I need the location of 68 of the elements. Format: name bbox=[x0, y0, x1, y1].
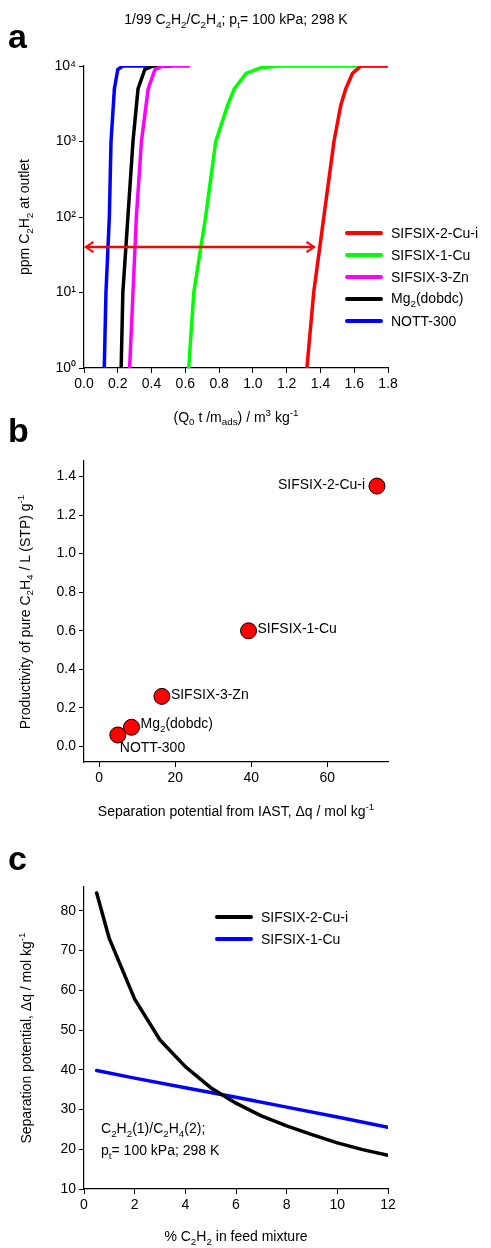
x-tick-label: 2 bbox=[130, 1196, 139, 1213]
x-axis-title: Separation potential from IAST, Δq / mol kg$^{-1}$ bbox=[97, 801, 375, 820]
x-tick-label: 1.8 bbox=[378, 375, 398, 392]
annotation: NOTT-300 bbox=[119, 738, 186, 756]
legend-label: SIFSIX-2-Cu-i bbox=[391, 225, 479, 241]
y-tick-label: 1.2 bbox=[56, 505, 77, 522]
x-tick-label: 0.4 bbox=[141, 375, 162, 392]
annotation: SIFSIX-1-Cu bbox=[257, 620, 337, 637]
y-tick-label: 10² bbox=[55, 207, 77, 224]
chart-title: b bbox=[8, 411, 29, 450]
x-tick-label: 12 bbox=[380, 1196, 396, 1213]
annotation: Mg$_{2}$(dobdc) bbox=[140, 714, 213, 735]
y-tick-label: 60 bbox=[60, 981, 77, 998]
point bbox=[368, 477, 386, 495]
x-tick-label: 0 bbox=[95, 769, 104, 786]
y-tick-label: 30 bbox=[60, 1100, 77, 1117]
x-tick-label: 1.0 bbox=[243, 375, 263, 392]
legend-label: Mg$_{2}$(dobdc) bbox=[391, 289, 464, 309]
point bbox=[240, 622, 258, 640]
point bbox=[153, 687, 171, 705]
x-tick-label: 0.0 bbox=[74, 375, 94, 392]
x-tick-label: 0.2 bbox=[108, 375, 128, 392]
x-tick-label: 6 bbox=[232, 1196, 241, 1213]
x-tick-label: 0.6 bbox=[175, 375, 196, 392]
x-axis-title: (Q$_{0}$ t /m$_{ads}$) / m$^{3}$ kg$^{-1}$ bbox=[173, 407, 299, 429]
x-tick-label: 1.6 bbox=[344, 375, 365, 392]
annotation: p$_{t}$= 100 kPa; 298 K bbox=[101, 1142, 220, 1162]
x-tick-label: 1.2 bbox=[276, 375, 297, 392]
point bbox=[123, 718, 140, 736]
y-tick-label: 40 bbox=[60, 1060, 77, 1077]
chart-title: a bbox=[8, 17, 27, 56]
y-tick-label: 0.4 bbox=[56, 660, 77, 677]
x-tick-label: 0.8 bbox=[209, 375, 230, 392]
x-tick-label: 8 bbox=[282, 1196, 291, 1213]
x-tick-label: 0 bbox=[80, 1196, 89, 1213]
x-tick-label: 60 bbox=[319, 769, 336, 786]
y-tick-label: 50 bbox=[60, 1020, 77, 1037]
y-tick-label: 70 bbox=[60, 941, 77, 958]
legend-label: NOTT-300 bbox=[391, 313, 457, 329]
y-tick-label: 0.2 bbox=[56, 698, 77, 715]
y-tick-label: 10³ bbox=[55, 132, 77, 149]
text: 1/99 C$_{2}$H$_{2}$/C$_{2}$H$_{4}$; p$_{t}$= 100 kPa; 298 K bbox=[124, 11, 348, 30]
x-axis-title: % C$_{2}$H$_{2}$ in feed mixture bbox=[164, 1228, 308, 1248]
legend-label: SIFSIX-1-Cu bbox=[261, 931, 341, 947]
y-tick-label: 0.6 bbox=[56, 621, 77, 638]
chart-title: c bbox=[8, 839, 27, 878]
x-tick-label: 20 bbox=[167, 769, 184, 786]
y-tick-label: 80 bbox=[60, 901, 77, 918]
x-tick-label: 1.4 bbox=[310, 375, 331, 392]
y-tick-label: 10¹ bbox=[55, 283, 77, 300]
y-tick-label: 10⁴ bbox=[54, 56, 76, 73]
y-tick-label: 0.8 bbox=[56, 583, 77, 600]
annotation: SIFSIX-3-Zn bbox=[170, 685, 249, 703]
legend-label: SIFSIX-1-Cu bbox=[391, 247, 471, 263]
x-tick-label: 10 bbox=[329, 1196, 346, 1213]
x-tick-label: 40 bbox=[243, 769, 260, 786]
legend-label: SIFSIX-2-Cu-i bbox=[261, 909, 349, 925]
point bbox=[109, 726, 127, 744]
x-tick-label: 4 bbox=[181, 1196, 190, 1213]
y-tick-label: 10⁰ bbox=[55, 358, 76, 375]
y-tick-label: 1.0 bbox=[56, 544, 77, 561]
y-tick-label: 0.0 bbox=[56, 737, 77, 754]
y-tick-label: 20 bbox=[60, 1140, 77, 1157]
annotation: SIFSIX-2-Cu-i bbox=[277, 475, 366, 492]
y-tick-label: 10 bbox=[60, 1179, 77, 1196]
legend-label: SIFSIX-3-Zn bbox=[391, 269, 469, 285]
y-tick-label: 1.4 bbox=[56, 467, 77, 484]
text: C$_{2}$H$_{2}$(1)/C$_{2}$H$_{4}$(2); bbox=[101, 1120, 206, 1139]
